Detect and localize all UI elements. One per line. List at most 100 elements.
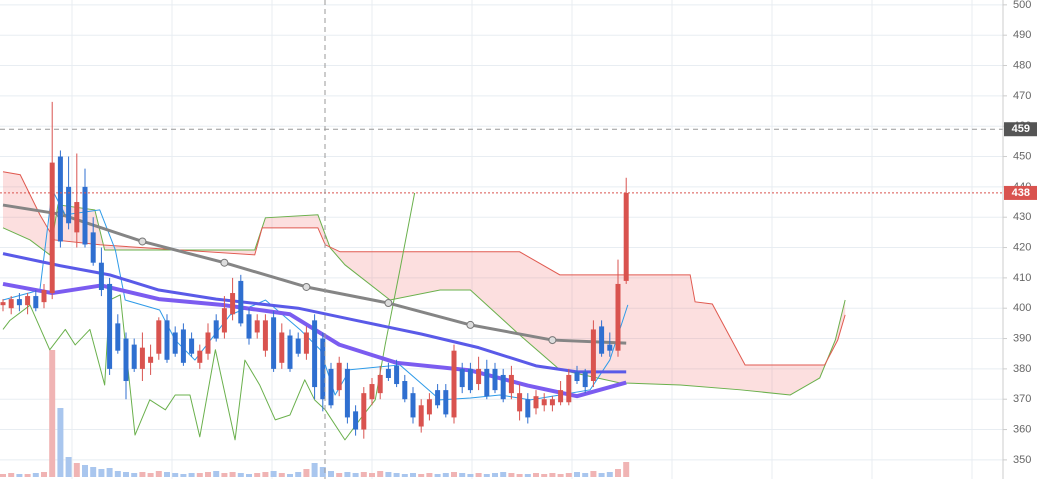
- y-tick-label: 400: [1013, 302, 1031, 314]
- volume-bar: [418, 474, 425, 477]
- volume-bar: [262, 472, 269, 477]
- volume-bar: [344, 472, 351, 477]
- candle-body: [582, 371, 588, 388]
- price-label-box: [1004, 122, 1037, 137]
- candle-body: [377, 374, 383, 394]
- volume-bar: [393, 473, 400, 477]
- volume-bar: [246, 474, 252, 477]
- candle-body: [254, 320, 260, 333]
- candle-body: [476, 368, 482, 385]
- candle-body: [508, 374, 514, 394]
- volume-bar: [172, 473, 179, 477]
- y-tick-label: 490: [1013, 29, 1031, 41]
- volume-bar: [106, 468, 113, 477]
- y-tick-label: 380: [1013, 363, 1031, 375]
- plot: [0, 0, 1003, 479]
- line-marker: [302, 282, 311, 291]
- volume-bar: [213, 471, 220, 477]
- candle-body: [57, 156, 63, 242]
- candle-body: [328, 368, 334, 406]
- volume-bar: [287, 474, 293, 477]
- candle-body: [246, 314, 252, 339]
- volume-bar: [16, 474, 23, 477]
- volume-bar: [524, 474, 531, 477]
- candle-body: [107, 283, 113, 369]
- volume-bar: [360, 472, 367, 477]
- volume-bar: [459, 473, 466, 477]
- volume-bar: [229, 472, 236, 477]
- volume-bar: [270, 471, 277, 477]
- line-marker: [548, 336, 557, 345]
- candle-body: [66, 186, 72, 224]
- volume-bar: [369, 473, 375, 477]
- candle-body: [189, 338, 195, 354]
- indicator-line: [2, 192, 416, 441]
- volume-bar: [180, 474, 187, 477]
- candle-body: [205, 332, 211, 354]
- volume-bar: [582, 473, 589, 477]
- candle-body: [410, 393, 416, 418]
- volume-bar: [442, 473, 449, 477]
- line-marker: [384, 299, 393, 308]
- y-tick-label: 350: [1013, 454, 1031, 466]
- candle-body: [492, 368, 498, 391]
- candle-body: [148, 356, 154, 363]
- y-tick-label: 450: [1013, 150, 1031, 162]
- volume-bar: [516, 474, 523, 477]
- volume-bar: [205, 472, 211, 477]
- volume-bar: [114, 471, 121, 477]
- volume-bar: [82, 465, 88, 477]
- y-tick-label: 430: [1013, 211, 1031, 223]
- candle-body: [549, 399, 555, 406]
- candle-body: [336, 362, 342, 391]
- candle-body: [467, 368, 473, 391]
- volume-bar: [451, 472, 457, 477]
- volume-bar: [8, 473, 15, 477]
- candle-body: [82, 186, 88, 245]
- candle-body: [344, 368, 350, 418]
- volume-bar: [426, 473, 433, 477]
- candle-body: [172, 332, 178, 354]
- candle-body: [8, 299, 14, 309]
- volume-bar: [483, 474, 490, 477]
- candle-body: [353, 411, 359, 430]
- volume-bar: [237, 473, 244, 477]
- volume-bar: [123, 472, 129, 477]
- volume-bar: [311, 463, 318, 477]
- candle-body: [180, 329, 186, 363]
- candle-body: [16, 299, 22, 306]
- candle-body: [90, 232, 96, 263]
- candle-body: [98, 262, 104, 291]
- volume-bar: [623, 462, 630, 477]
- candle-body: [418, 405, 424, 427]
- volume-bar: [377, 471, 384, 477]
- volume-bar: [0, 474, 6, 477]
- volume-bar: [319, 467, 326, 477]
- volume-bar: [598, 473, 605, 477]
- candle-body: [197, 350, 203, 363]
- candle-body: [49, 162, 55, 294]
- volume-bar: [467, 474, 474, 477]
- line-marker: [466, 320, 475, 329]
- y-tick-label: 410: [1013, 272, 1031, 284]
- candle-body: [443, 390, 449, 415]
- volume-bar: [590, 471, 597, 477]
- candle-body: [221, 308, 227, 333]
- volume-bar: [164, 472, 170, 477]
- candle-body: [623, 192, 629, 281]
- candle-body: [484, 368, 490, 397]
- volume-bar: [574, 472, 580, 477]
- volume-bar: [90, 467, 97, 477]
- volume-bar: [155, 471, 162, 477]
- candle-body: [25, 296, 31, 306]
- volume-bar: [41, 472, 47, 477]
- volume-bar: [131, 473, 138, 477]
- volume-bar: [549, 473, 556, 477]
- volume-bar: [303, 469, 310, 477]
- y-tick-label: 480: [1013, 59, 1031, 71]
- price-label: 438: [1012, 187, 1030, 199]
- price-label: 459: [1012, 123, 1030, 135]
- candle-body: [574, 371, 580, 382]
- candle-body: [426, 399, 432, 415]
